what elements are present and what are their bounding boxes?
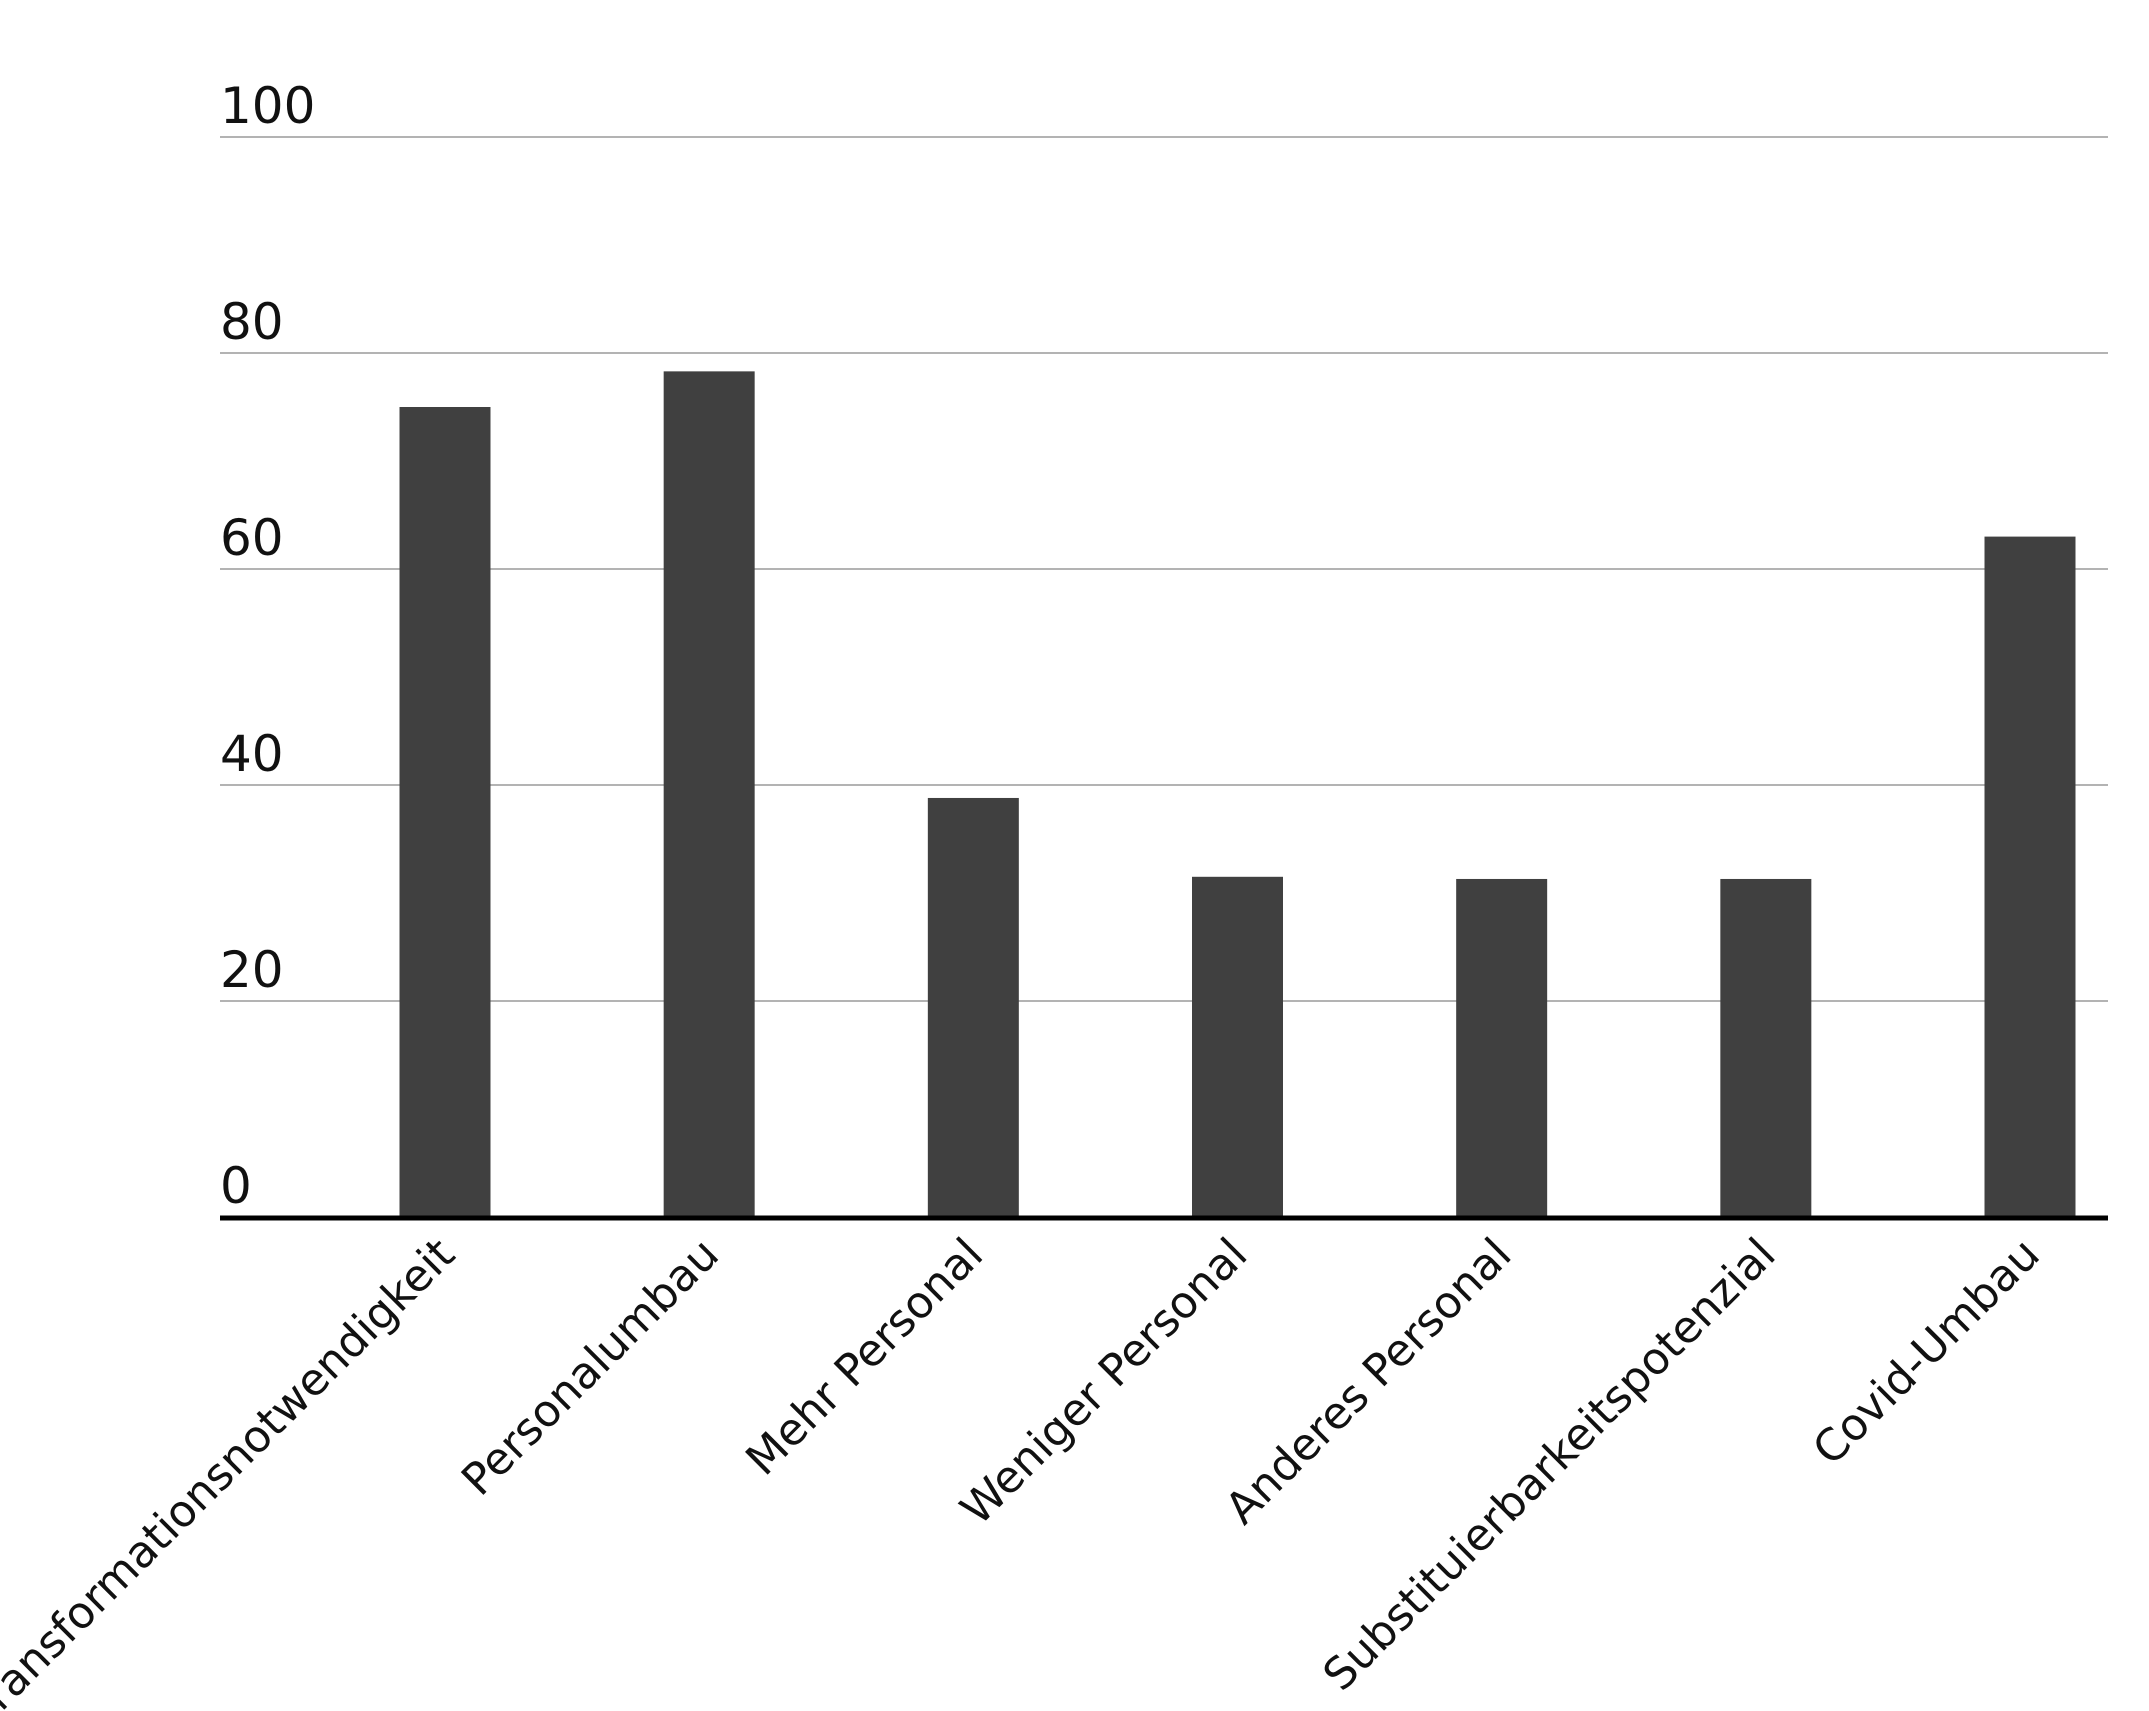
x-tick-label: Weniger Personal bbox=[951, 1229, 1257, 1535]
bars bbox=[399, 371, 2076, 1217]
y-tick-label: 40 bbox=[220, 725, 284, 783]
bar-1 bbox=[399, 407, 491, 1217]
y-tick-label: 80 bbox=[220, 293, 284, 351]
gridlines bbox=[220, 136, 2108, 1002]
y-tick-label: 20 bbox=[220, 941, 284, 999]
y-tick-label: 0 bbox=[220, 1157, 252, 1215]
bar-6 bbox=[1720, 878, 1812, 1217]
bar-7 bbox=[1984, 536, 2076, 1217]
x-tick-label: Covid-Umbau bbox=[1803, 1229, 2049, 1475]
x-axis-labels: TransformationsnotwendigkeitPersonalumba… bbox=[0, 1229, 2050, 1711]
bar-5 bbox=[1456, 878, 1548, 1217]
x-tick-label: Personalumbau bbox=[452, 1229, 729, 1506]
bar-3 bbox=[927, 797, 1019, 1217]
y-tick-label: 100 bbox=[220, 77, 315, 135]
bar-2 bbox=[663, 371, 755, 1217]
y-axis-ticks: 0 20 40 60 80 100 bbox=[220, 77, 315, 1215]
x-tick-label: Transformationsnotwendigkeit bbox=[0, 1229, 465, 1711]
x-tick-label: Substituierbarkeitspotenzial bbox=[1314, 1229, 1786, 1701]
bar-4 bbox=[1192, 876, 1283, 1217]
y-tick-label: 60 bbox=[220, 509, 284, 567]
x-tick-label: Anderes Personal bbox=[1216, 1229, 1522, 1535]
x-tick-label: Mehr Personal bbox=[736, 1229, 993, 1486]
